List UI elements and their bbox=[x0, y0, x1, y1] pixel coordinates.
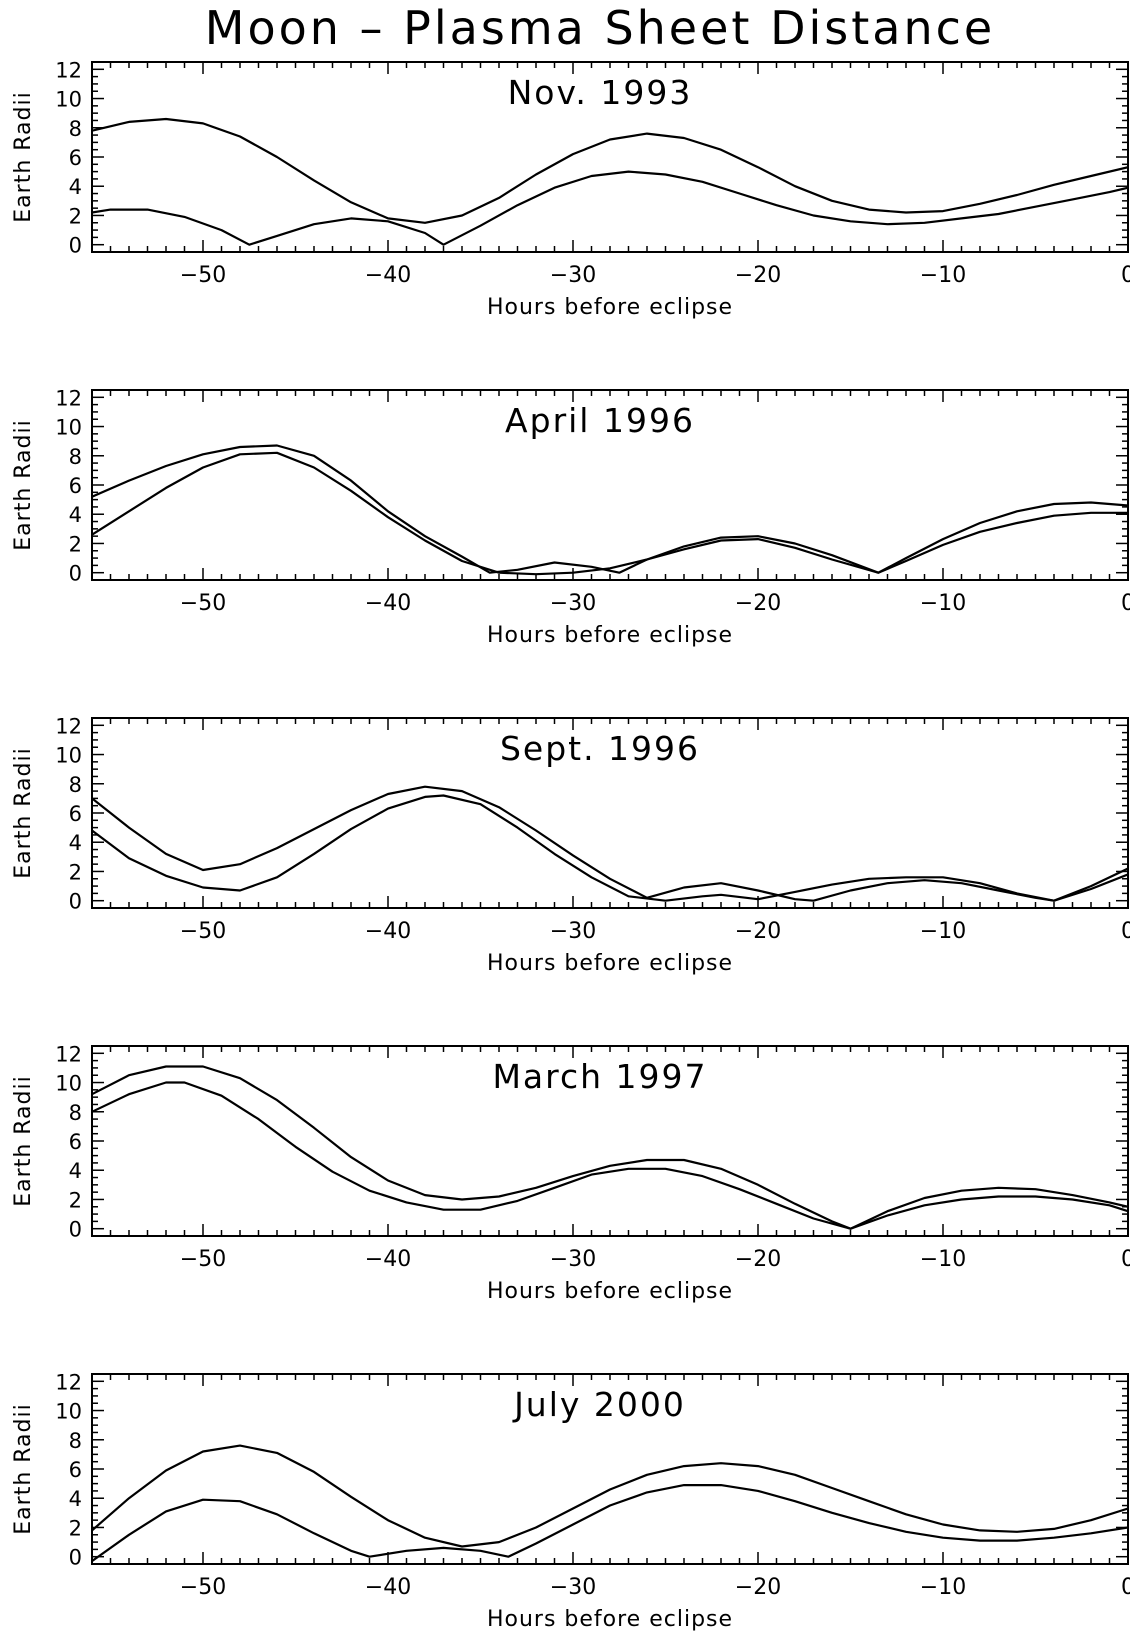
y-tick-label: 0 bbox=[69, 234, 82, 258]
series-line-2 bbox=[92, 170, 1128, 246]
y-tick-label: 10 bbox=[55, 88, 82, 112]
y-tick-label: 10 bbox=[55, 744, 82, 768]
x-tick-label: −40 bbox=[365, 1575, 411, 1600]
series-line-2 bbox=[92, 451, 1128, 576]
x-tick-label: −40 bbox=[365, 591, 411, 616]
x-tick-label: −30 bbox=[550, 263, 596, 288]
y-tick-label: 2 bbox=[69, 1188, 82, 1212]
y-tick-label: 2 bbox=[69, 532, 82, 556]
x-tick-label: 0 bbox=[1121, 919, 1130, 944]
y-tick-label: 6 bbox=[69, 1130, 82, 1154]
y-tick-label: 8 bbox=[69, 1101, 82, 1125]
main-title: Moon – Plasma Sheet Distance bbox=[205, 1, 995, 55]
x-tick-label: −50 bbox=[180, 1247, 226, 1272]
y-tick-label: 12 bbox=[55, 714, 82, 738]
y-tick-label: 6 bbox=[69, 1458, 82, 1482]
y-tick-label: 6 bbox=[69, 146, 82, 170]
y-tick-label: 8 bbox=[69, 117, 82, 141]
x-axis-label: Hours before eclipse bbox=[487, 1607, 733, 1632]
x-tick-label: 0 bbox=[1121, 591, 1130, 616]
y-tick-label: 4 bbox=[69, 503, 82, 527]
y-tick-label: 0 bbox=[69, 1218, 82, 1242]
series-line-2 bbox=[92, 1081, 1128, 1230]
panel-title: Nov. 1993 bbox=[508, 73, 693, 112]
chart-panel-4: −50 −40 −30 −20 −10 0 0 2 4 6 8 10 12 March 1997 Hours… bbox=[11, 1042, 1130, 1304]
panel-title: July 2000 bbox=[512, 1385, 686, 1424]
panel-title: April 1996 bbox=[505, 401, 695, 440]
x-tick-label: −10 bbox=[920, 1247, 966, 1272]
series-line-1 bbox=[92, 785, 1128, 902]
y-tick-label: 4 bbox=[69, 175, 82, 199]
y-tick-label: 6 bbox=[69, 474, 82, 498]
panel-title: Sept. 1996 bbox=[500, 729, 700, 768]
x-tick-label: 0 bbox=[1121, 263, 1130, 288]
chart-panel-1: −50 −40 −30 −20 −10 0 0 2 4 6 8 10 12 Nov. 1993 Hours … bbox=[11, 58, 1130, 320]
x-tick-label: −30 bbox=[550, 1247, 596, 1272]
y-tick-label: 10 bbox=[55, 1400, 82, 1424]
x-tick-label: −50 bbox=[180, 263, 226, 288]
x-tick-label: 0 bbox=[1121, 1247, 1130, 1272]
x-tick-label: −40 bbox=[365, 919, 411, 944]
x-axis-label: Hours before eclipse bbox=[487, 951, 733, 976]
x-tick-label: −30 bbox=[550, 919, 596, 944]
x-axis-label: Hours before eclipse bbox=[487, 1279, 733, 1304]
y-tick-label: 4 bbox=[69, 1159, 82, 1183]
y-tick-label: 0 bbox=[69, 1546, 82, 1570]
y-axis-label: Earth Radii bbox=[11, 91, 36, 222]
y-tick-label: 4 bbox=[69, 1487, 82, 1511]
x-tick-label: −10 bbox=[920, 1575, 966, 1600]
y-axis-label: Earth Radii bbox=[11, 747, 36, 878]
x-tick-label: −20 bbox=[735, 1575, 781, 1600]
y-tick-label: 0 bbox=[69, 890, 82, 914]
series-line-1 bbox=[92, 1444, 1128, 1548]
y-tick-label: 4 bbox=[69, 831, 82, 855]
x-tick-label: −10 bbox=[920, 591, 966, 616]
panels: −50 −40 −30 −20 −10 0 0 2 4 6 8 10 12 Nov. 1993 Hours … bbox=[11, 58, 1130, 1632]
x-axis-label: Hours before eclipse bbox=[487, 623, 733, 648]
y-axis-label: Earth Radii bbox=[11, 1075, 36, 1206]
x-tick-label: −20 bbox=[735, 919, 781, 944]
x-tick-label: −50 bbox=[180, 591, 226, 616]
x-tick-label: −20 bbox=[735, 1247, 781, 1272]
chart-panel-5: −50 −40 −30 −20 −10 0 0 2 4 6 8 10 12 July 2000 Hours … bbox=[11, 1370, 1130, 1632]
y-axis-label: Earth Radii bbox=[11, 419, 36, 550]
y-tick-label: 2 bbox=[69, 1516, 82, 1540]
chart-panel-2: −50 −40 −30 −20 −10 0 0 2 4 6 8 10 12 April 1996 Hours… bbox=[11, 386, 1130, 648]
y-tick-label: 8 bbox=[69, 773, 82, 797]
panel-title: March 1997 bbox=[492, 1057, 707, 1096]
y-tick-label: 12 bbox=[55, 1370, 82, 1394]
y-tick-label: 8 bbox=[69, 1429, 82, 1453]
y-tick-label: 6 bbox=[69, 802, 82, 826]
x-tick-label: −50 bbox=[180, 919, 226, 944]
x-tick-label: −40 bbox=[365, 263, 411, 288]
x-tick-label: −30 bbox=[550, 591, 596, 616]
x-tick-label: −20 bbox=[735, 263, 781, 288]
y-axis-label: Earth Radii bbox=[11, 1403, 36, 1534]
series-line-2 bbox=[92, 794, 1128, 902]
y-tick-label: 8 bbox=[69, 445, 82, 469]
x-tick-label: −10 bbox=[920, 263, 966, 288]
y-tick-label: 12 bbox=[55, 1042, 82, 1066]
y-tick-label: 12 bbox=[55, 386, 82, 410]
series-line-1 bbox=[92, 1065, 1128, 1230]
chart-panel-3: −50 −40 −30 −20 −10 0 0 2 4 6 8 10 12 Sept. 1996 Hours… bbox=[11, 714, 1130, 976]
x-tick-label: −30 bbox=[550, 1575, 596, 1600]
x-tick-label: −20 bbox=[735, 591, 781, 616]
x-axis-label: Hours before eclipse bbox=[487, 295, 733, 320]
y-tick-label: 2 bbox=[69, 860, 82, 884]
series-line-2 bbox=[92, 1483, 1128, 1562]
x-tick-label: 0 bbox=[1121, 1575, 1130, 1600]
x-tick-label: −50 bbox=[180, 1575, 226, 1600]
y-tick-label: 12 bbox=[55, 58, 82, 82]
x-tick-label: −40 bbox=[365, 1247, 411, 1272]
y-tick-label: 2 bbox=[69, 204, 82, 228]
x-tick-label: −10 bbox=[920, 919, 966, 944]
series-line-1 bbox=[92, 117, 1128, 224]
y-tick-label: 0 bbox=[69, 562, 82, 586]
y-tick-label: 10 bbox=[55, 416, 82, 440]
series-line-1 bbox=[92, 444, 1128, 574]
y-tick-label: 10 bbox=[55, 1072, 82, 1096]
